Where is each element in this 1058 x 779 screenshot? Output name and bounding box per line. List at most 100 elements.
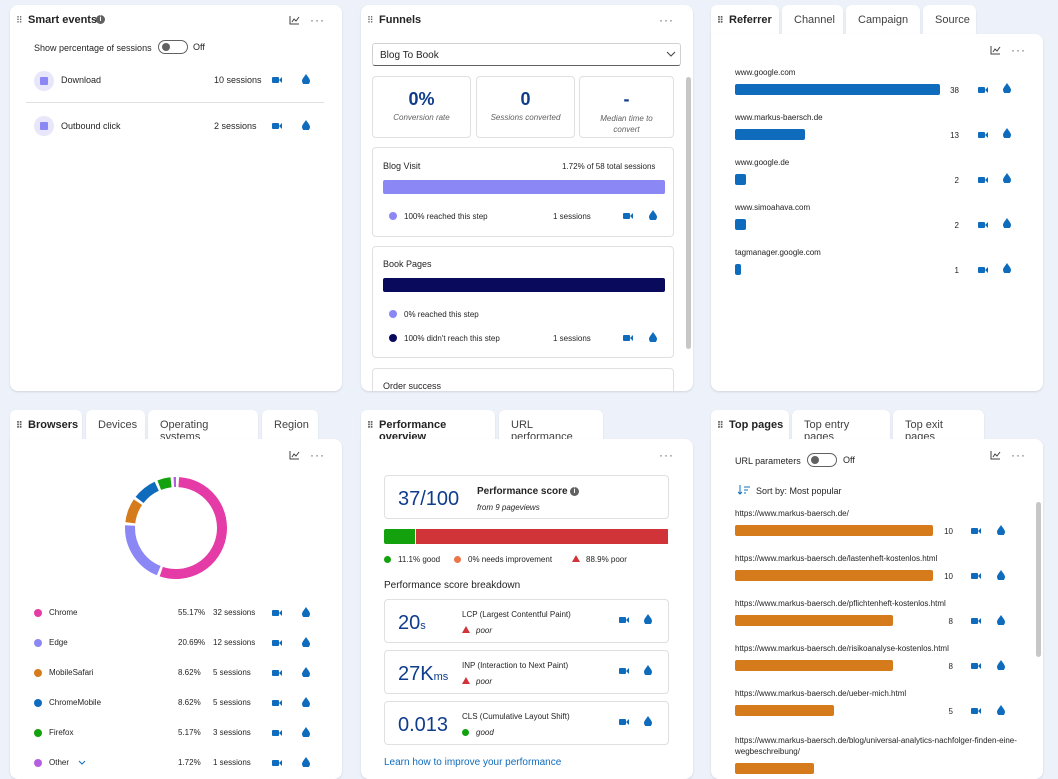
list-item[interactable]: www.simoahava.com 2 (711, 203, 1031, 243)
list-item[interactable]: Download 10 sessions (26, 67, 324, 103)
list-item[interactable]: MobileSafari 8.62% 5 sessions (10, 667, 330, 687)
list-item[interactable]: ChromeMobile 8.62% 5 sessions (10, 697, 330, 717)
video-camera-icon[interactable] (971, 707, 981, 715)
donut-slice-mobilesafari[interactable] (130, 502, 138, 523)
heatmap-drop-icon[interactable] (1003, 263, 1011, 273)
video-camera-icon[interactable] (272, 729, 282, 737)
donut-slice-chromemobile[interactable] (140, 486, 157, 500)
heatmap-drop-icon[interactable] (644, 665, 652, 675)
list-item[interactable]: Firefox 5.17% 3 sessions (10, 727, 330, 747)
chart-icon[interactable] (289, 450, 300, 460)
video-camera-icon[interactable] (272, 76, 282, 84)
video-camera-icon[interactable] (619, 718, 629, 726)
more-options-icon[interactable]: ··· (659, 448, 674, 462)
heatmap-drop-icon[interactable] (302, 757, 310, 767)
heatmap-drop-icon[interactable] (302, 697, 310, 707)
chart-icon[interactable] (990, 45, 1001, 55)
video-camera-icon[interactable] (623, 212, 633, 220)
more-options-icon[interactable]: ··· (1011, 448, 1026, 462)
heatmap-drop-icon[interactable] (302, 607, 310, 617)
url-parameters-toggle[interactable] (807, 453, 837, 467)
list-item[interactable]: https://www.markus-baersch.de/ueber-mich… (711, 689, 1031, 731)
list-item[interactable]: https://www.markus-baersch.de/lastenheft… (711, 554, 1031, 596)
heatmap-drop-icon[interactable] (997, 705, 1005, 715)
tab-region[interactable]: Region (262, 410, 318, 440)
video-camera-icon[interactable] (971, 662, 981, 670)
info-icon[interactable]: i (96, 15, 105, 24)
heatmap-drop-icon[interactable] (1003, 83, 1011, 93)
scrollbar[interactable] (1036, 502, 1041, 657)
funnel-select[interactable]: Blog To Book (372, 43, 681, 66)
video-camera-icon[interactable] (272, 122, 282, 130)
heatmap-drop-icon[interactable] (302, 727, 310, 737)
list-item[interactable]: www.markus-baersch.de 13 (711, 113, 1031, 153)
video-camera-icon[interactable] (978, 266, 988, 274)
tab-channel[interactable]: Channel (782, 5, 843, 35)
video-camera-icon[interactable] (619, 667, 629, 675)
video-camera-icon[interactable] (272, 639, 282, 647)
video-camera-icon[interactable] (971, 527, 981, 535)
chart-icon[interactable] (289, 15, 300, 25)
donut-slice-firefox[interactable] (159, 482, 171, 485)
tab-referrer[interactable]: ⠿Referrer (711, 5, 779, 35)
donut-slice-chrome[interactable] (161, 482, 222, 574)
tab-top-pages[interactable]: ⠿Top pages (711, 410, 789, 440)
chart-icon[interactable] (990, 450, 1001, 460)
improve-performance-link[interactable]: Learn how to improve your performance (384, 757, 561, 768)
video-camera-icon[interactable] (623, 334, 633, 342)
drag-handle-icon[interactable]: ⠿ (717, 420, 723, 431)
list-item[interactable]: Outbound click 2 sessions (26, 113, 324, 143)
heatmap-drop-icon[interactable] (1003, 218, 1011, 228)
percentage-toggle[interactable] (158, 40, 188, 54)
tab-source[interactable]: Source (923, 5, 976, 35)
video-camera-icon[interactable] (971, 572, 981, 580)
list-item[interactable]: Chrome 55.17% 32 sessions (10, 607, 330, 627)
heatmap-drop-icon[interactable] (302, 637, 310, 647)
heatmap-drop-icon[interactable] (644, 614, 652, 624)
drag-handle-icon[interactable]: ⠿ (16, 15, 22, 26)
list-item[interactable]: tagmanager.google.com 1 (711, 248, 1031, 288)
video-camera-icon[interactable] (272, 609, 282, 617)
drag-handle-icon[interactable]: ⠿ (717, 15, 723, 26)
tab-devices[interactable]: Devices (86, 410, 145, 440)
info-icon[interactable]: i (570, 487, 579, 496)
heatmap-drop-icon[interactable] (302, 74, 310, 84)
heatmap-drop-icon[interactable] (997, 615, 1005, 625)
sort-icon[interactable] (738, 485, 750, 495)
video-camera-icon[interactable] (978, 131, 988, 139)
heatmap-drop-icon[interactable] (302, 667, 310, 677)
tab-operating-systems[interactable]: Operating systems (148, 410, 258, 440)
tab-top-entry-pages[interactable]: Top entry pages (792, 410, 890, 440)
list-item[interactable]: Other 1.72% 1 sessions (10, 757, 330, 777)
video-camera-icon[interactable] (978, 176, 988, 184)
heatmap-drop-icon[interactable] (649, 210, 657, 220)
video-camera-icon[interactable] (272, 669, 282, 677)
video-camera-icon[interactable] (619, 616, 629, 624)
list-item[interactable]: www.google.com 38 (711, 68, 1031, 108)
heatmap-drop-icon[interactable] (1003, 128, 1011, 138)
heatmap-drop-icon[interactable] (1003, 173, 1011, 183)
drag-handle-icon[interactable]: ⠿ (16, 420, 22, 431)
list-item[interactable]: www.google.de 2 (711, 158, 1031, 198)
heatmap-drop-icon[interactable] (644, 716, 652, 726)
tab-browsers[interactable]: ⠿Browsers (10, 410, 82, 440)
tab-url-performance[interactable]: URL performance (499, 410, 603, 440)
video-camera-icon[interactable] (272, 759, 282, 767)
more-options-icon[interactable]: ··· (659, 13, 674, 27)
drag-handle-icon[interactable]: ⠿ (367, 15, 373, 26)
drag-handle-icon[interactable]: ⠿ (367, 420, 373, 431)
heatmap-drop-icon[interactable] (997, 660, 1005, 670)
heatmap-drop-icon[interactable] (997, 525, 1005, 535)
heatmap-drop-icon[interactable] (649, 332, 657, 342)
more-options-icon[interactable]: ··· (310, 13, 325, 27)
list-item[interactable]: https://www.markus-baersch.de/pflichtenh… (711, 599, 1031, 641)
list-item[interactable]: https://www.markus-baersch.de/risikoanal… (711, 644, 1031, 686)
donut-slice-edge[interactable] (130, 525, 159, 570)
video-camera-icon[interactable] (978, 221, 988, 229)
list-item[interactable]: https://www.markus-baersch.de/ 10 (711, 509, 1031, 551)
tab-campaign[interactable]: Campaign (846, 5, 920, 35)
more-options-icon[interactable]: ··· (1011, 43, 1026, 57)
video-camera-icon[interactable] (971, 617, 981, 625)
tab-performance-overview[interactable]: ⠿Performance overview (361, 410, 495, 440)
tab-top-exit-pages[interactable]: Top exit pages (893, 410, 984, 440)
